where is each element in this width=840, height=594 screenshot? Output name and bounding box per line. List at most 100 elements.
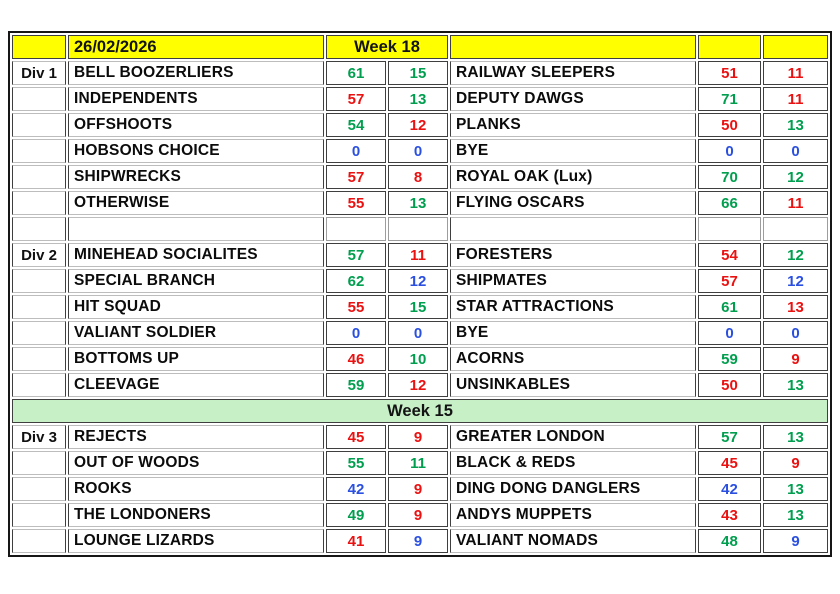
match-row: BOTTOMS UP 46 10 ACORNS 59 9 bbox=[12, 347, 828, 371]
home-team-cell: BELL BOOZERLIERS bbox=[68, 61, 324, 85]
week-cell: Week 18 bbox=[326, 35, 448, 59]
away-points-cell: 12 bbox=[763, 269, 828, 293]
home-points-cell: 11 bbox=[388, 451, 448, 475]
away-team-cell: BYE bbox=[450, 139, 696, 163]
division-cell bbox=[12, 321, 66, 345]
home-score-cell: 46 bbox=[326, 347, 386, 371]
week-banner-cell: Week 15 bbox=[12, 399, 828, 423]
home-points-cell: 11 bbox=[388, 243, 448, 267]
division-cell bbox=[12, 295, 66, 319]
away-points-cell: 11 bbox=[763, 61, 828, 85]
division-cell bbox=[12, 165, 66, 189]
away-score-cell: 66 bbox=[698, 191, 761, 215]
header-corner-cell bbox=[12, 35, 66, 59]
division-cell bbox=[12, 529, 66, 553]
home-points-cell: 13 bbox=[388, 87, 448, 111]
away-team-cell: UNSINKABLES bbox=[450, 373, 696, 397]
away-score-cell: 43 bbox=[698, 503, 761, 527]
match-row: HIT SQUAD 55 15 STAR ATTRACTIONS 61 13 bbox=[12, 295, 828, 319]
home-team-cell: VALIANT SOLDIER bbox=[68, 321, 324, 345]
home-points-cell: 8 bbox=[388, 165, 448, 189]
away-team-cell: FLYING OSCARS bbox=[450, 191, 696, 215]
match-row: SHIPWRECKS 57 8 ROYAL OAK (Lux) 70 12 bbox=[12, 165, 828, 189]
home-score-cell bbox=[326, 217, 386, 241]
away-team-cell bbox=[450, 217, 696, 241]
division-cell bbox=[12, 373, 66, 397]
header-row: 26/02/2026 Week 18 bbox=[12, 35, 828, 59]
match-row: OFFSHOOTS 54 12 PLANKS 50 13 bbox=[12, 113, 828, 137]
home-team-cell: SHIPWRECKS bbox=[68, 165, 324, 189]
away-points-cell: 13 bbox=[763, 113, 828, 137]
match-row: INDEPENDENTS 57 13 DEPUTY DAWGS 71 11 bbox=[12, 87, 828, 111]
home-score-cell: 57 bbox=[326, 87, 386, 111]
away-team-cell: ANDYS MUPPETS bbox=[450, 503, 696, 527]
home-team-cell: OTHERWISE bbox=[68, 191, 324, 215]
away-team-cell: BLACK & REDS bbox=[450, 451, 696, 475]
home-team-cell: THE LONDONERS bbox=[68, 503, 324, 527]
home-score-cell: 55 bbox=[326, 295, 386, 319]
home-team-cell: REJECTS bbox=[68, 425, 324, 449]
away-points-cell: 12 bbox=[763, 243, 828, 267]
away-team-cell: VALIANT NOMADS bbox=[450, 529, 696, 553]
away-team-cell: ACORNS bbox=[450, 347, 696, 371]
home-team-cell: ROOKS bbox=[68, 477, 324, 501]
home-team-cell bbox=[68, 217, 324, 241]
division-cell: Div 3 bbox=[12, 425, 66, 449]
results-table-body: 26/02/2026 Week 18 Div 1 BELL BOOZERLIERS… bbox=[12, 35, 828, 553]
away-score-cell: 50 bbox=[698, 373, 761, 397]
results-table: 26/02/2026 Week 18 Div 1 BELL BOOZERLIERS… bbox=[8, 31, 832, 557]
away-points-cell: 9 bbox=[763, 529, 828, 553]
header-away-team-cell bbox=[450, 35, 696, 59]
date-cell: 26/02/2026 bbox=[68, 35, 324, 59]
home-points-cell: 9 bbox=[388, 477, 448, 501]
away-points-cell: 11 bbox=[763, 191, 828, 215]
home-points-cell: 10 bbox=[388, 347, 448, 371]
match-row: THE LONDONERS 49 9 ANDYS MUPPETS 43 13 bbox=[12, 503, 828, 527]
away-score-cell: 70 bbox=[698, 165, 761, 189]
away-points-cell: 0 bbox=[763, 321, 828, 345]
home-score-cell: 55 bbox=[326, 451, 386, 475]
away-points-cell: 9 bbox=[763, 451, 828, 475]
home-score-cell: 61 bbox=[326, 61, 386, 85]
home-team-cell: OUT OF WOODS bbox=[68, 451, 324, 475]
away-score-cell: 42 bbox=[698, 477, 761, 501]
division-cell bbox=[12, 347, 66, 371]
away-score-cell: 48 bbox=[698, 529, 761, 553]
away-points-cell: 0 bbox=[763, 139, 828, 163]
home-points-cell: 12 bbox=[388, 113, 448, 137]
home-score-cell: 45 bbox=[326, 425, 386, 449]
home-team-cell: CLEEVAGE bbox=[68, 373, 324, 397]
division-cell: Div 1 bbox=[12, 61, 66, 85]
away-team-cell: PLANKS bbox=[450, 113, 696, 137]
away-team-cell: RAILWAY SLEEPERS bbox=[450, 61, 696, 85]
home-team-cell: MINEHEAD SOCIALITES bbox=[68, 243, 324, 267]
home-score-cell: 41 bbox=[326, 529, 386, 553]
division-cell bbox=[12, 139, 66, 163]
away-score-cell: 57 bbox=[698, 269, 761, 293]
home-points-cell: 13 bbox=[388, 191, 448, 215]
away-score-cell: 71 bbox=[698, 87, 761, 111]
home-points-cell: 9 bbox=[388, 529, 448, 553]
match-row: LOUNGE LIZARDS 41 9 VALIANT NOMADS 48 9 bbox=[12, 529, 828, 553]
home-score-cell: 0 bbox=[326, 321, 386, 345]
match-row: OTHERWISE 55 13 FLYING OSCARS 66 11 bbox=[12, 191, 828, 215]
division-cell bbox=[12, 113, 66, 137]
home-points-cell: 9 bbox=[388, 503, 448, 527]
home-score-cell: 49 bbox=[326, 503, 386, 527]
home-points-cell bbox=[388, 217, 448, 241]
home-team-cell: HIT SQUAD bbox=[68, 295, 324, 319]
home-points-cell: 15 bbox=[388, 295, 448, 319]
away-team-cell: STAR ATTRACTIONS bbox=[450, 295, 696, 319]
match-row: OUT OF WOODS 55 11 BLACK & REDS 45 9 bbox=[12, 451, 828, 475]
home-points-cell: 12 bbox=[388, 373, 448, 397]
away-score-cell: 51 bbox=[698, 61, 761, 85]
home-points-cell: 0 bbox=[388, 139, 448, 163]
away-points-cell: 13 bbox=[763, 425, 828, 449]
division-cell bbox=[12, 87, 66, 111]
match-row: CLEEVAGE 59 12 UNSINKABLES 50 13 bbox=[12, 373, 828, 397]
away-points-cell bbox=[763, 217, 828, 241]
home-team-cell: HOBSONS CHOICE bbox=[68, 139, 324, 163]
spacer-row bbox=[12, 217, 828, 241]
away-team-cell: DEPUTY DAWGS bbox=[450, 87, 696, 111]
